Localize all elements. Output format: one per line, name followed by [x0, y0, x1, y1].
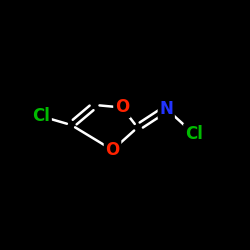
Text: Cl: Cl: [185, 125, 203, 143]
Text: O: O: [106, 141, 120, 159]
Text: O: O: [115, 98, 129, 116]
Text: N: N: [159, 100, 173, 118]
Text: Cl: Cl: [32, 107, 50, 125]
